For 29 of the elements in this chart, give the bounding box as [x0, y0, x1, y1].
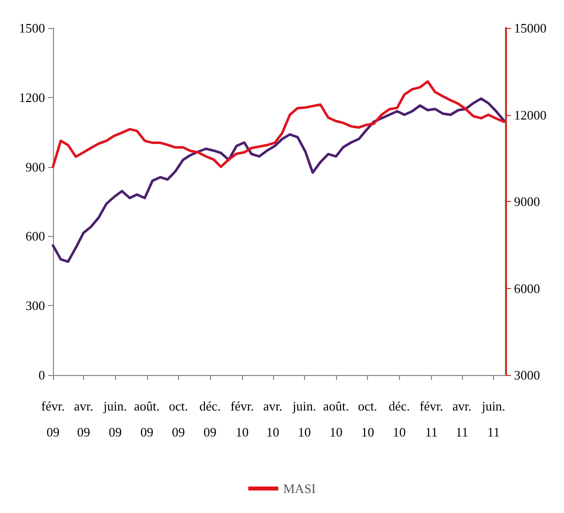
x-tick-label: juin. 11 [480, 398, 506, 440]
y-tick-label: 900 [26, 159, 45, 174]
x-tick-label: déc. 10 [388, 398, 410, 440]
x-tick-label: févr. 10 [230, 398, 254, 440]
x-tick-label: juin. 10 [292, 398, 316, 440]
x-tick-label: oct. 10 [358, 398, 378, 440]
x-tick-label: déc. 09 [199, 398, 221, 440]
y2-tick-label: 12000 [514, 107, 546, 122]
x-tick-label: août. 10 [323, 398, 349, 440]
y2-tick-label: 9000 [514, 194, 540, 209]
y-tick-label: 600 [26, 228, 45, 244]
y2-tick-label: 3000 [514, 368, 540, 382]
y-tick-label: 0 [38, 368, 45, 382]
legend-label: MASI [283, 481, 316, 496]
x-tick-label: févr. 09 [41, 398, 65, 440]
line-series [52, 97, 506, 263]
x-tick-label: juin. 09 [102, 398, 127, 440]
y-tick-label: 300 [26, 298, 45, 314]
x-tick-label: août. 09 [134, 398, 160, 440]
x-tick-label: avr. 11 [452, 398, 472, 440]
y-tick-label: 1200 [19, 90, 45, 105]
x-tick-label: févr. 11 [420, 398, 444, 440]
y2-tick-label: 6000 [514, 280, 540, 296]
y-tick-label: 1500 [19, 20, 45, 36]
x-tick-label: avr. 10 [263, 398, 282, 440]
y2-tick-label: 15000 [514, 20, 546, 36]
x-tick-label: avr. 09 [74, 398, 94, 440]
line-series [52, 80, 506, 168]
x-tick-label: oct. 09 [168, 398, 188, 440]
